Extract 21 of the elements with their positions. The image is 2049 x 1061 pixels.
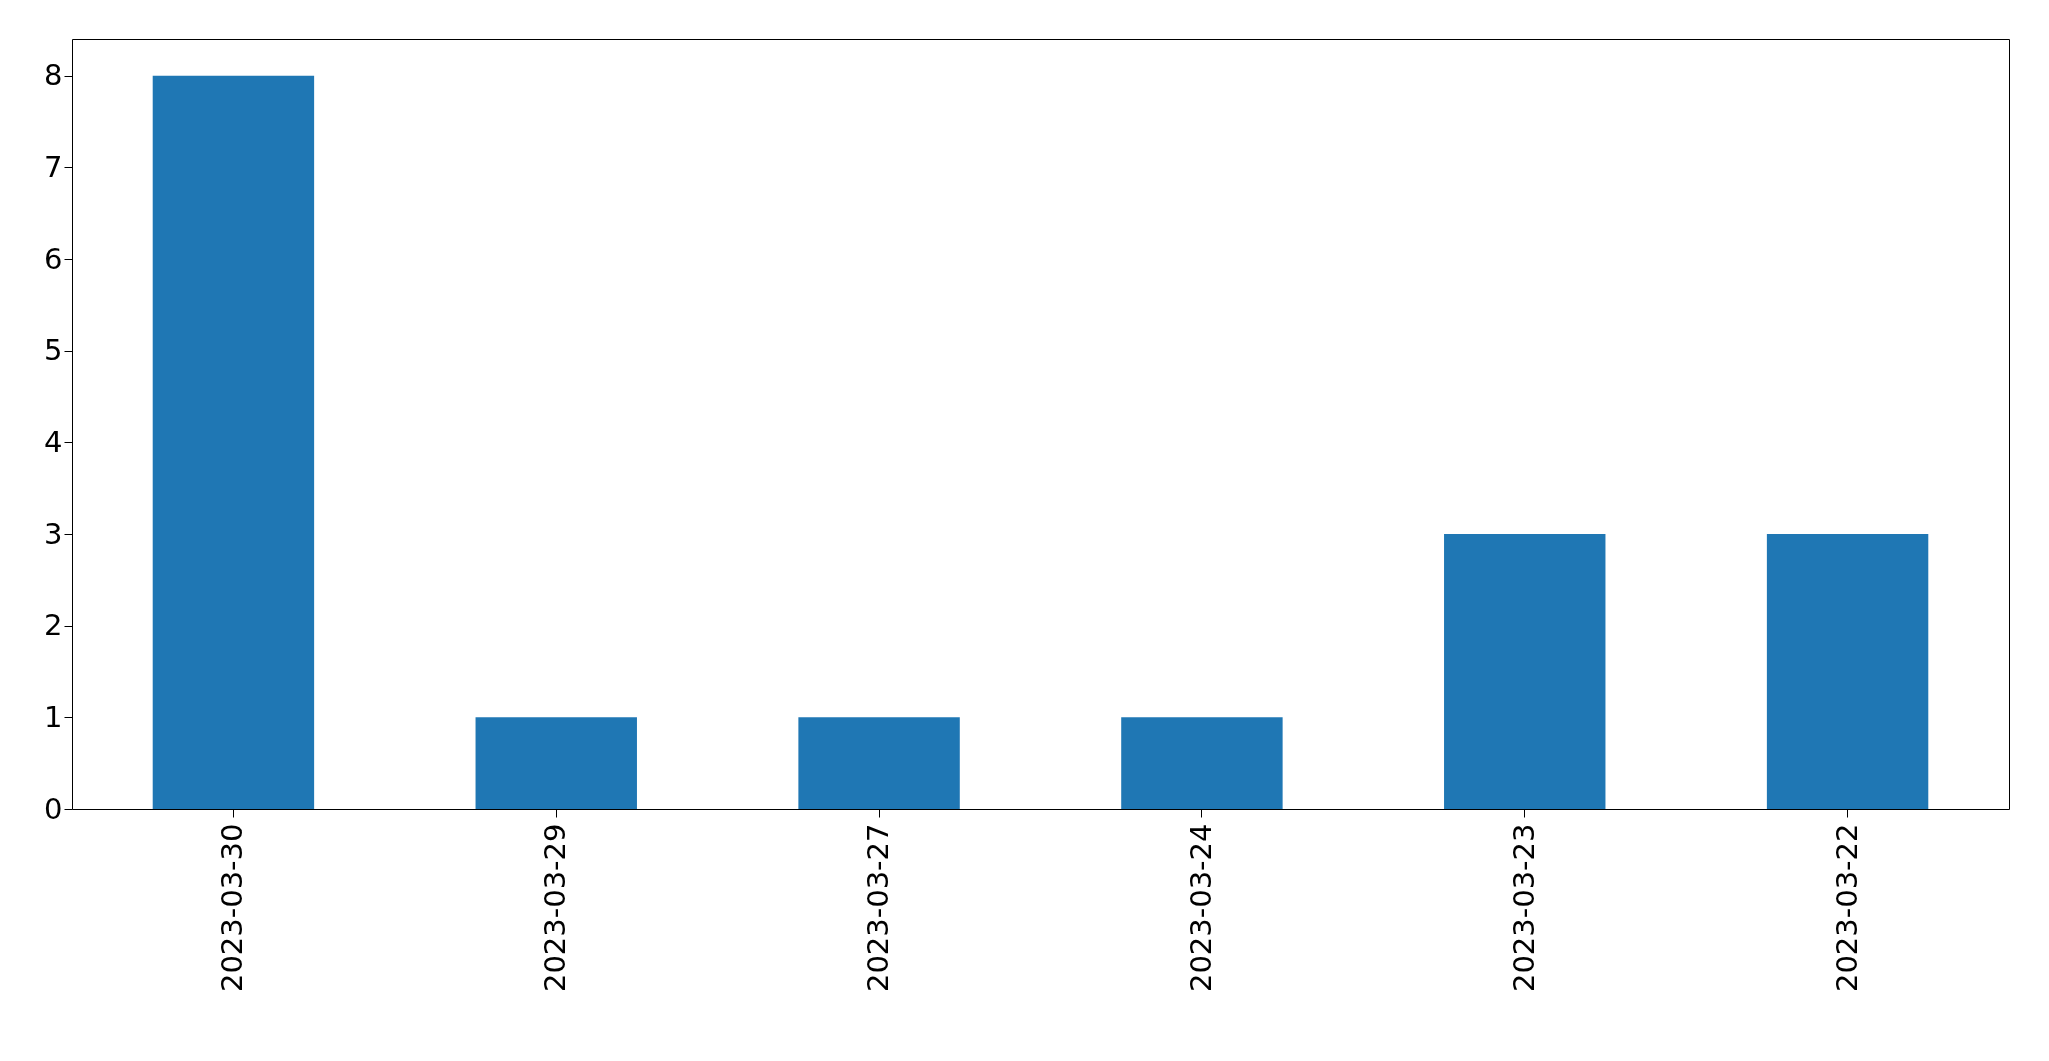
x-tick-label: 2023-03-30 xyxy=(215,823,250,993)
bar xyxy=(1444,534,1606,809)
y-tick-label: 2 xyxy=(44,608,63,643)
y-tick-label: 1 xyxy=(44,699,63,734)
y-tick-label: 8 xyxy=(44,58,63,93)
x-tick-label: 2023-03-27 xyxy=(861,823,896,993)
x-tick-label: 2023-03-29 xyxy=(538,823,573,993)
y-tick-label: 7 xyxy=(44,149,63,184)
bar xyxy=(475,717,637,809)
y-tick-label: 3 xyxy=(44,516,63,551)
bar xyxy=(1121,717,1283,809)
x-tick-label: 2023-03-22 xyxy=(1829,823,1864,993)
y-tick-label: 0 xyxy=(44,791,63,826)
x-tick-label: 2023-03-24 xyxy=(1183,823,1218,993)
bar xyxy=(152,75,315,809)
x-tick-label: 2023-03-23 xyxy=(1506,823,1541,993)
bar xyxy=(1766,534,1929,809)
y-tick-label: 5 xyxy=(44,333,63,368)
y-tick-label: 6 xyxy=(44,241,63,276)
bar xyxy=(798,717,960,809)
y-tick-label: 4 xyxy=(44,424,63,459)
